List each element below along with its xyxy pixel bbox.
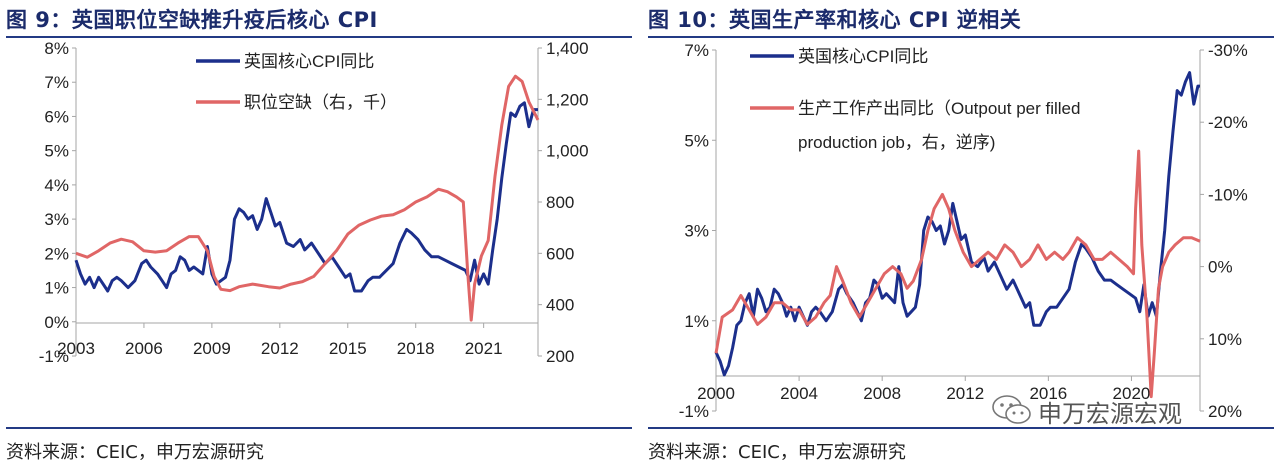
y-left-tick-label: 4%	[44, 176, 69, 195]
y-left-tick-label: 1%	[44, 279, 69, 298]
legend-label: 英国核心CPI同比	[244, 52, 374, 71]
y-right-tick-label: -30%	[1208, 41, 1248, 60]
figure-9-panel: 图 9：英国职位空缺推升疫后核心 CPI 8% 7% 6% 5% 4% 3% 2% 1% 0% -…	[6, 0, 632, 467]
x-tick-label: 2020	[1113, 384, 1151, 403]
x-tick-label: 2012	[261, 339, 299, 358]
y-left-tick-label: 3%	[684, 222, 709, 241]
y-left-tick-label: 7%	[684, 41, 709, 60]
y-right-tick-label: -20%	[1208, 113, 1248, 132]
x-tick-label: 2009	[193, 339, 231, 358]
x-tick-label: 2006	[125, 339, 163, 358]
y-right-tick-label: 10%	[1208, 330, 1242, 349]
chart-figure-10: 7% 5% 3% 1% -1% -30% -20% -10% 0% 10% 20% 2000 2004 2…	[679, 41, 1248, 421]
watermark: 申万宏源宏观	[990, 392, 1270, 428]
wechat-icon	[992, 395, 1031, 424]
y-left-tick-label: 0%	[44, 313, 69, 332]
series-line-1	[74, 101, 538, 293]
y-right-tick-label: 20%	[1208, 402, 1242, 421]
y-right-tick-label: 0%	[1208, 258, 1233, 277]
y-left-tick-label: 5%	[44, 142, 69, 161]
title-divider	[6, 36, 632, 38]
x-tick-label: 2018	[397, 339, 435, 358]
y-left-tick-label: -1%	[39, 347, 69, 366]
y-left-tick-label: 2%	[44, 244, 69, 263]
series-line-1	[714, 71, 1200, 377]
source-note: 资料来源：CEIC，申万宏源研究	[648, 442, 906, 463]
y-right-tick-label: 1,000	[546, 142, 589, 161]
y-left-tick-label: 6%	[44, 107, 69, 126]
y-left-tick-label: 7%	[44, 73, 69, 92]
figure-10-panel: 图 10：英国生产率和核心 CPI 逆相关 7% 5% 3% 1% -1% -30% -20…	[648, 0, 1274, 467]
y-left-tick-label: -1%	[679, 402, 709, 421]
y-left-tick-label: 3%	[44, 210, 69, 229]
y-right-tick-label: 600	[546, 244, 574, 263]
x-tick-label: 2004	[780, 384, 818, 403]
x-tick-label: 2016	[1029, 384, 1067, 403]
y-right-tick-label: 200	[546, 347, 574, 366]
y-right-tick-label: 1,200	[546, 90, 589, 109]
y-left-tick-label: 1%	[684, 312, 709, 331]
series-line-2	[714, 149, 1201, 399]
y-right-tick-label: 400	[546, 296, 574, 315]
x-tick-label: 2003	[57, 339, 95, 358]
legend-label: 英国核心CPI同比	[798, 47, 928, 66]
source-note: 资料来源：CEIC，申万宏源研究	[6, 442, 264, 463]
x-tick-label: 2000	[697, 384, 735, 403]
y-right-tick-label: -10%	[1208, 185, 1248, 204]
series-line-2	[75, 74, 540, 322]
legend-label: production job，右，逆序)	[798, 133, 995, 152]
legend-label: 职位空缺（右，千）	[244, 93, 397, 112]
watermark-text: 申万宏源宏观	[1038, 400, 1182, 428]
legend-label: 生产工作产出同比（Outpout per filled	[798, 99, 1080, 118]
y-right-tick-label: 800	[546, 193, 574, 212]
x-tick-label: 2021	[465, 339, 503, 358]
y-left-tick-label: 5%	[684, 131, 709, 150]
source-divider	[648, 427, 1274, 429]
chart-figure-9: 8% 7% 6% 5% 4% 3% 2% 1% 0% -1% 1,400 1,200 1,000 800 6…	[39, 39, 589, 366]
title-divider	[648, 36, 1274, 38]
y-left-tick-label: 8%	[44, 39, 69, 58]
figure-title: 图 9：英国职位空缺推升疫后核心 CPI	[6, 8, 378, 32]
figure-title: 图 10：英国生产率和核心 CPI 逆相关	[648, 8, 1022, 32]
y-right-tick-label: 1,400	[546, 39, 589, 58]
x-tick-label: 2015	[329, 339, 367, 358]
source-divider	[6, 427, 632, 429]
x-tick-label: 2012	[946, 384, 984, 403]
x-tick-label: 2008	[863, 384, 901, 403]
